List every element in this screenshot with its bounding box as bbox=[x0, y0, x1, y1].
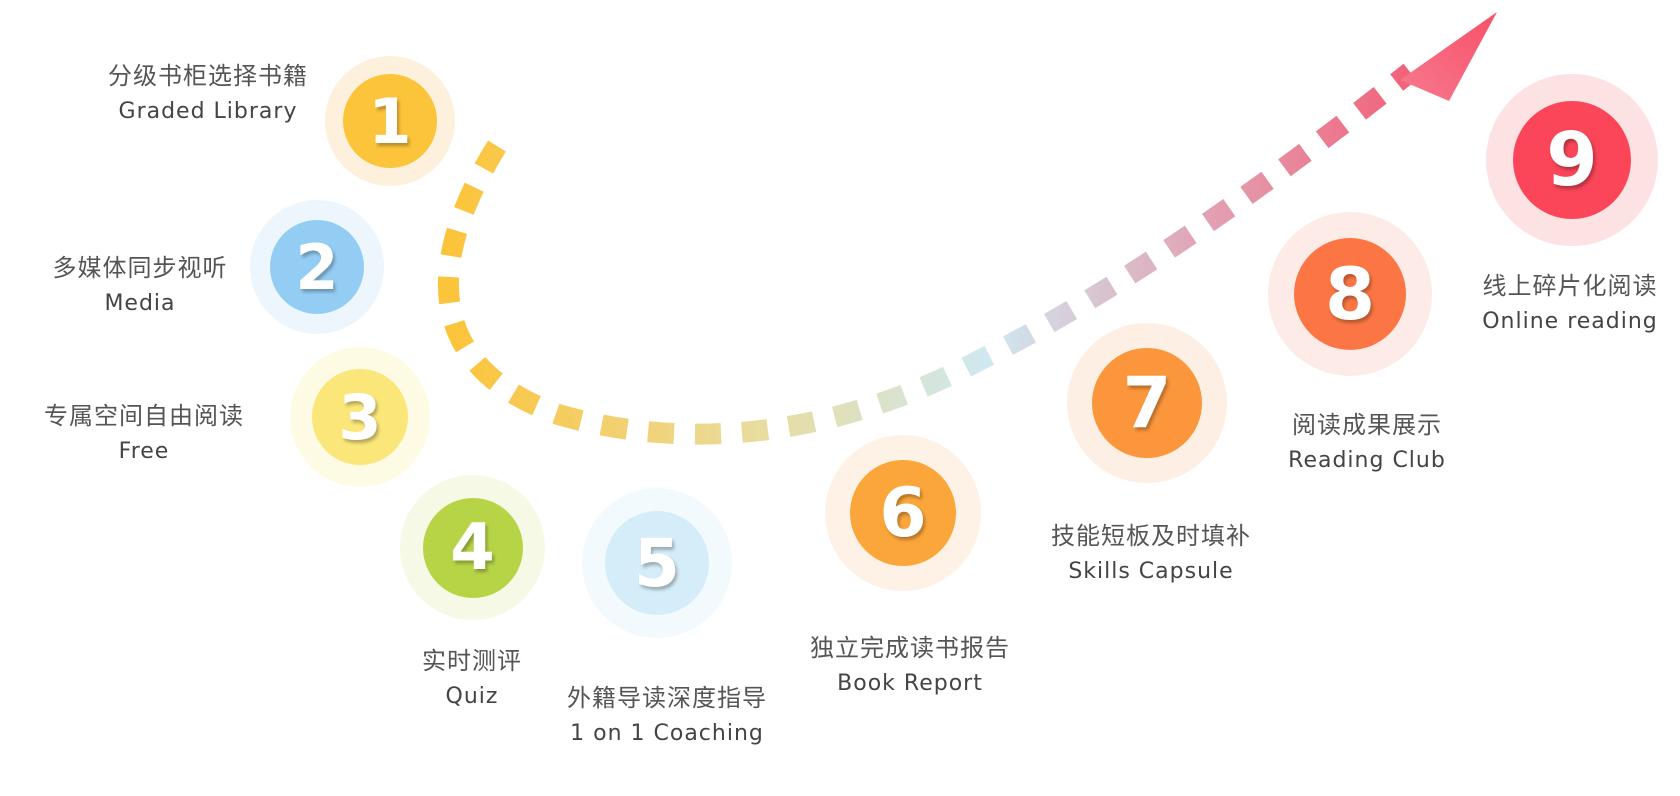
step-1-number: 1 bbox=[343, 74, 437, 168]
step-9-title-zh: 线上碎片化阅读 bbox=[1482, 272, 1658, 300]
step-6-title-en: Book Report bbox=[837, 671, 983, 697]
step-2-title-en: Media bbox=[104, 291, 176, 317]
step-7-title-en: Skills Capsule bbox=[1068, 559, 1234, 585]
step-8-label: 阅读成果展示 Reading Club bbox=[1288, 407, 1446, 478]
step-7-number: 7 bbox=[1092, 348, 1202, 458]
step-3-title-zh: 专属空间自由阅读 bbox=[44, 402, 244, 430]
step-8-title-zh: 阅读成果展示 bbox=[1292, 411, 1442, 439]
step-3-circle: 3 bbox=[290, 347, 430, 487]
step-1-circle: 1 bbox=[325, 56, 455, 186]
step-7-title-zh: 技能短板及时填补 bbox=[1051, 522, 1251, 550]
step-3-label: 专属空间自由阅读 Free bbox=[44, 398, 244, 469]
step-5-label: 外籍导读深度指导 1 on 1 Coaching bbox=[567, 680, 767, 751]
step-4-circle: 4 bbox=[400, 475, 545, 620]
step-4-title-zh: 实时测评 bbox=[422, 647, 522, 675]
dashed-path-line bbox=[437, 63, 1417, 445]
step-9-number: 9 bbox=[1513, 101, 1631, 219]
step-1-title-zh: 分级书柜选择书籍 bbox=[108, 62, 308, 90]
step-4-title-en: Quiz bbox=[445, 684, 499, 710]
step-6-number: 6 bbox=[850, 460, 956, 566]
step-6-label: 独立完成读书报告 Book Report bbox=[810, 630, 1010, 701]
step-5-number: 5 bbox=[605, 511, 709, 615]
step-3-number: 3 bbox=[312, 369, 408, 465]
step-5-title-en: 1 on 1 Coaching bbox=[570, 721, 764, 747]
step-6-circle: 6 bbox=[825, 435, 981, 591]
step-7-circle: 7 bbox=[1067, 323, 1227, 483]
step-7-label: 技能短板及时填补 Skills Capsule bbox=[1051, 518, 1251, 589]
step-6-title-zh: 独立完成读书报告 bbox=[810, 634, 1010, 662]
step-1-label: 分级书柜选择书籍 Graded Library bbox=[108, 58, 308, 129]
step-9-circle: 9 bbox=[1486, 74, 1658, 246]
step-4-label: 实时测评 Quiz bbox=[422, 643, 522, 714]
step-2-title-zh: 多媒体同步视听 bbox=[52, 254, 228, 282]
arrow-head-icon bbox=[1400, 12, 1497, 101]
step-4-number: 4 bbox=[422, 497, 523, 598]
step-1-title-en: Graded Library bbox=[118, 99, 298, 125]
step-8-circle: 8 bbox=[1268, 212, 1432, 376]
step-2-circle: 2 bbox=[250, 200, 384, 334]
step-2-number: 2 bbox=[270, 220, 364, 314]
step-9-title-en: Online reading bbox=[1482, 309, 1658, 335]
step-9-label: 线上碎片化阅读 Online reading bbox=[1482, 268, 1658, 339]
step-8-title-en: Reading Club bbox=[1288, 448, 1446, 474]
step-5-circle: 5 bbox=[582, 488, 732, 638]
step-5-title-zh: 外籍导读深度指导 bbox=[567, 684, 767, 712]
step-2-label: 多媒体同步视听 Media bbox=[53, 250, 228, 321]
step-8-number: 8 bbox=[1294, 238, 1406, 350]
step-3-title-en: Free bbox=[118, 439, 170, 465]
